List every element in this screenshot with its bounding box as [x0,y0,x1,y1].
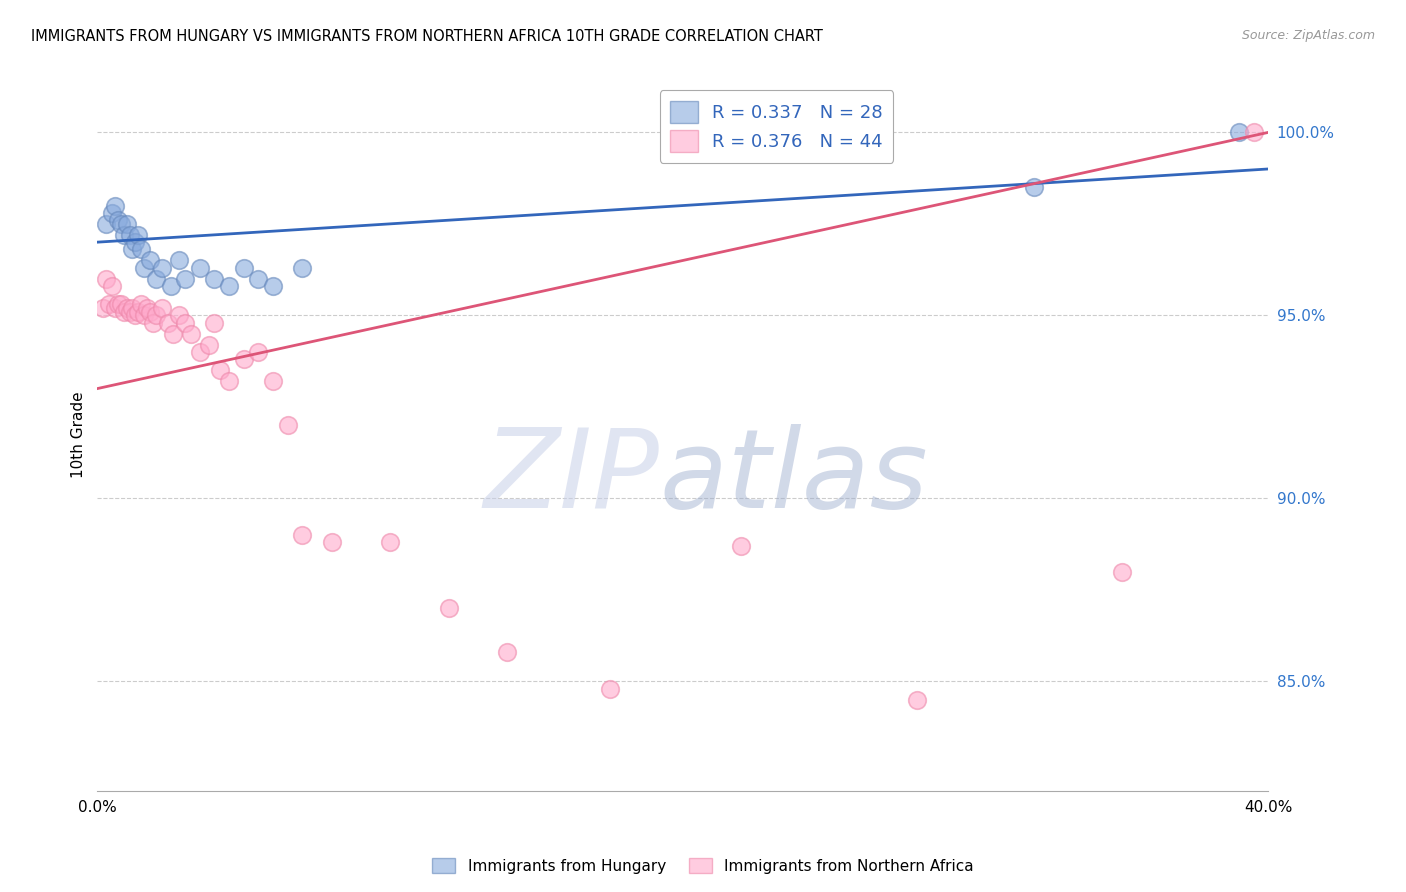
Point [98,297,121,311]
Point [209,363,232,377]
Point [262,374,284,388]
Point [94,272,117,286]
Point [204,272,226,286]
Point [91,301,114,315]
Point [112,227,135,242]
Point [156,316,179,330]
Point [110,297,132,311]
Point [218,374,240,388]
Point [101,206,124,220]
Legend: R = 0.337   N = 28, R = 0.376   N = 44: R = 0.337 N = 28, R = 0.376 N = 44 [659,90,893,163]
Point [378,535,401,549]
Point [112,304,135,318]
Point [124,235,146,249]
Point [118,227,141,242]
Text: IMMIGRANTS FROM HUNGARY VS IMMIGRANTS FROM NORTHERN AFRICA 10TH GRADE CORRELATIO: IMMIGRANTS FROM HUNGARY VS IMMIGRANTS FR… [31,29,823,44]
Point [162,326,184,341]
Point [169,309,191,323]
Point [145,309,167,323]
Point [218,279,240,293]
Point [121,243,143,257]
Point [496,645,519,659]
Point [174,272,197,286]
Y-axis label: 10th Grade: 10th Grade [72,391,86,477]
Point [94,217,117,231]
Point [188,260,211,275]
Point [262,279,284,293]
Point [437,601,460,615]
Point [247,272,270,286]
Point [121,301,143,315]
Point [150,301,173,315]
Point [124,309,146,323]
Point [247,345,270,359]
Point [197,337,219,351]
Point [277,418,299,433]
Point [127,227,149,242]
Point [129,297,152,311]
Point [1024,180,1046,194]
Point [291,528,314,542]
Point [150,260,173,275]
Point [107,297,129,311]
Legend: Immigrants from Hungary, Immigrants from Northern Africa: Immigrants from Hungary, Immigrants from… [426,852,980,880]
Point [159,279,181,293]
Point [188,345,211,359]
Point [180,326,202,341]
Point [232,260,254,275]
Text: ZIP: ZIP [484,424,659,531]
Point [139,253,162,268]
Text: Source: ZipAtlas.com: Source: ZipAtlas.com [1241,29,1375,42]
Point [1243,125,1265,139]
Point [101,279,124,293]
Point [291,260,314,275]
Point [232,352,254,367]
Point [129,243,152,257]
Point [174,316,197,330]
Point [104,198,127,212]
Point [1111,565,1133,579]
Point [110,217,132,231]
Point [134,260,156,275]
Point [134,309,156,323]
Text: atlas: atlas [659,424,928,531]
Point [115,217,138,231]
Point [127,304,149,318]
Point [115,301,138,315]
Point [142,316,165,330]
Point [1227,125,1250,139]
Point [905,692,928,706]
Point [118,304,141,318]
Point [204,316,226,330]
Point [136,301,159,315]
Point [107,213,129,227]
Point [730,539,752,553]
Point [104,301,127,315]
Point [169,253,191,268]
Point [599,681,621,696]
Point [321,535,343,549]
Point [139,304,162,318]
Point [145,272,167,286]
